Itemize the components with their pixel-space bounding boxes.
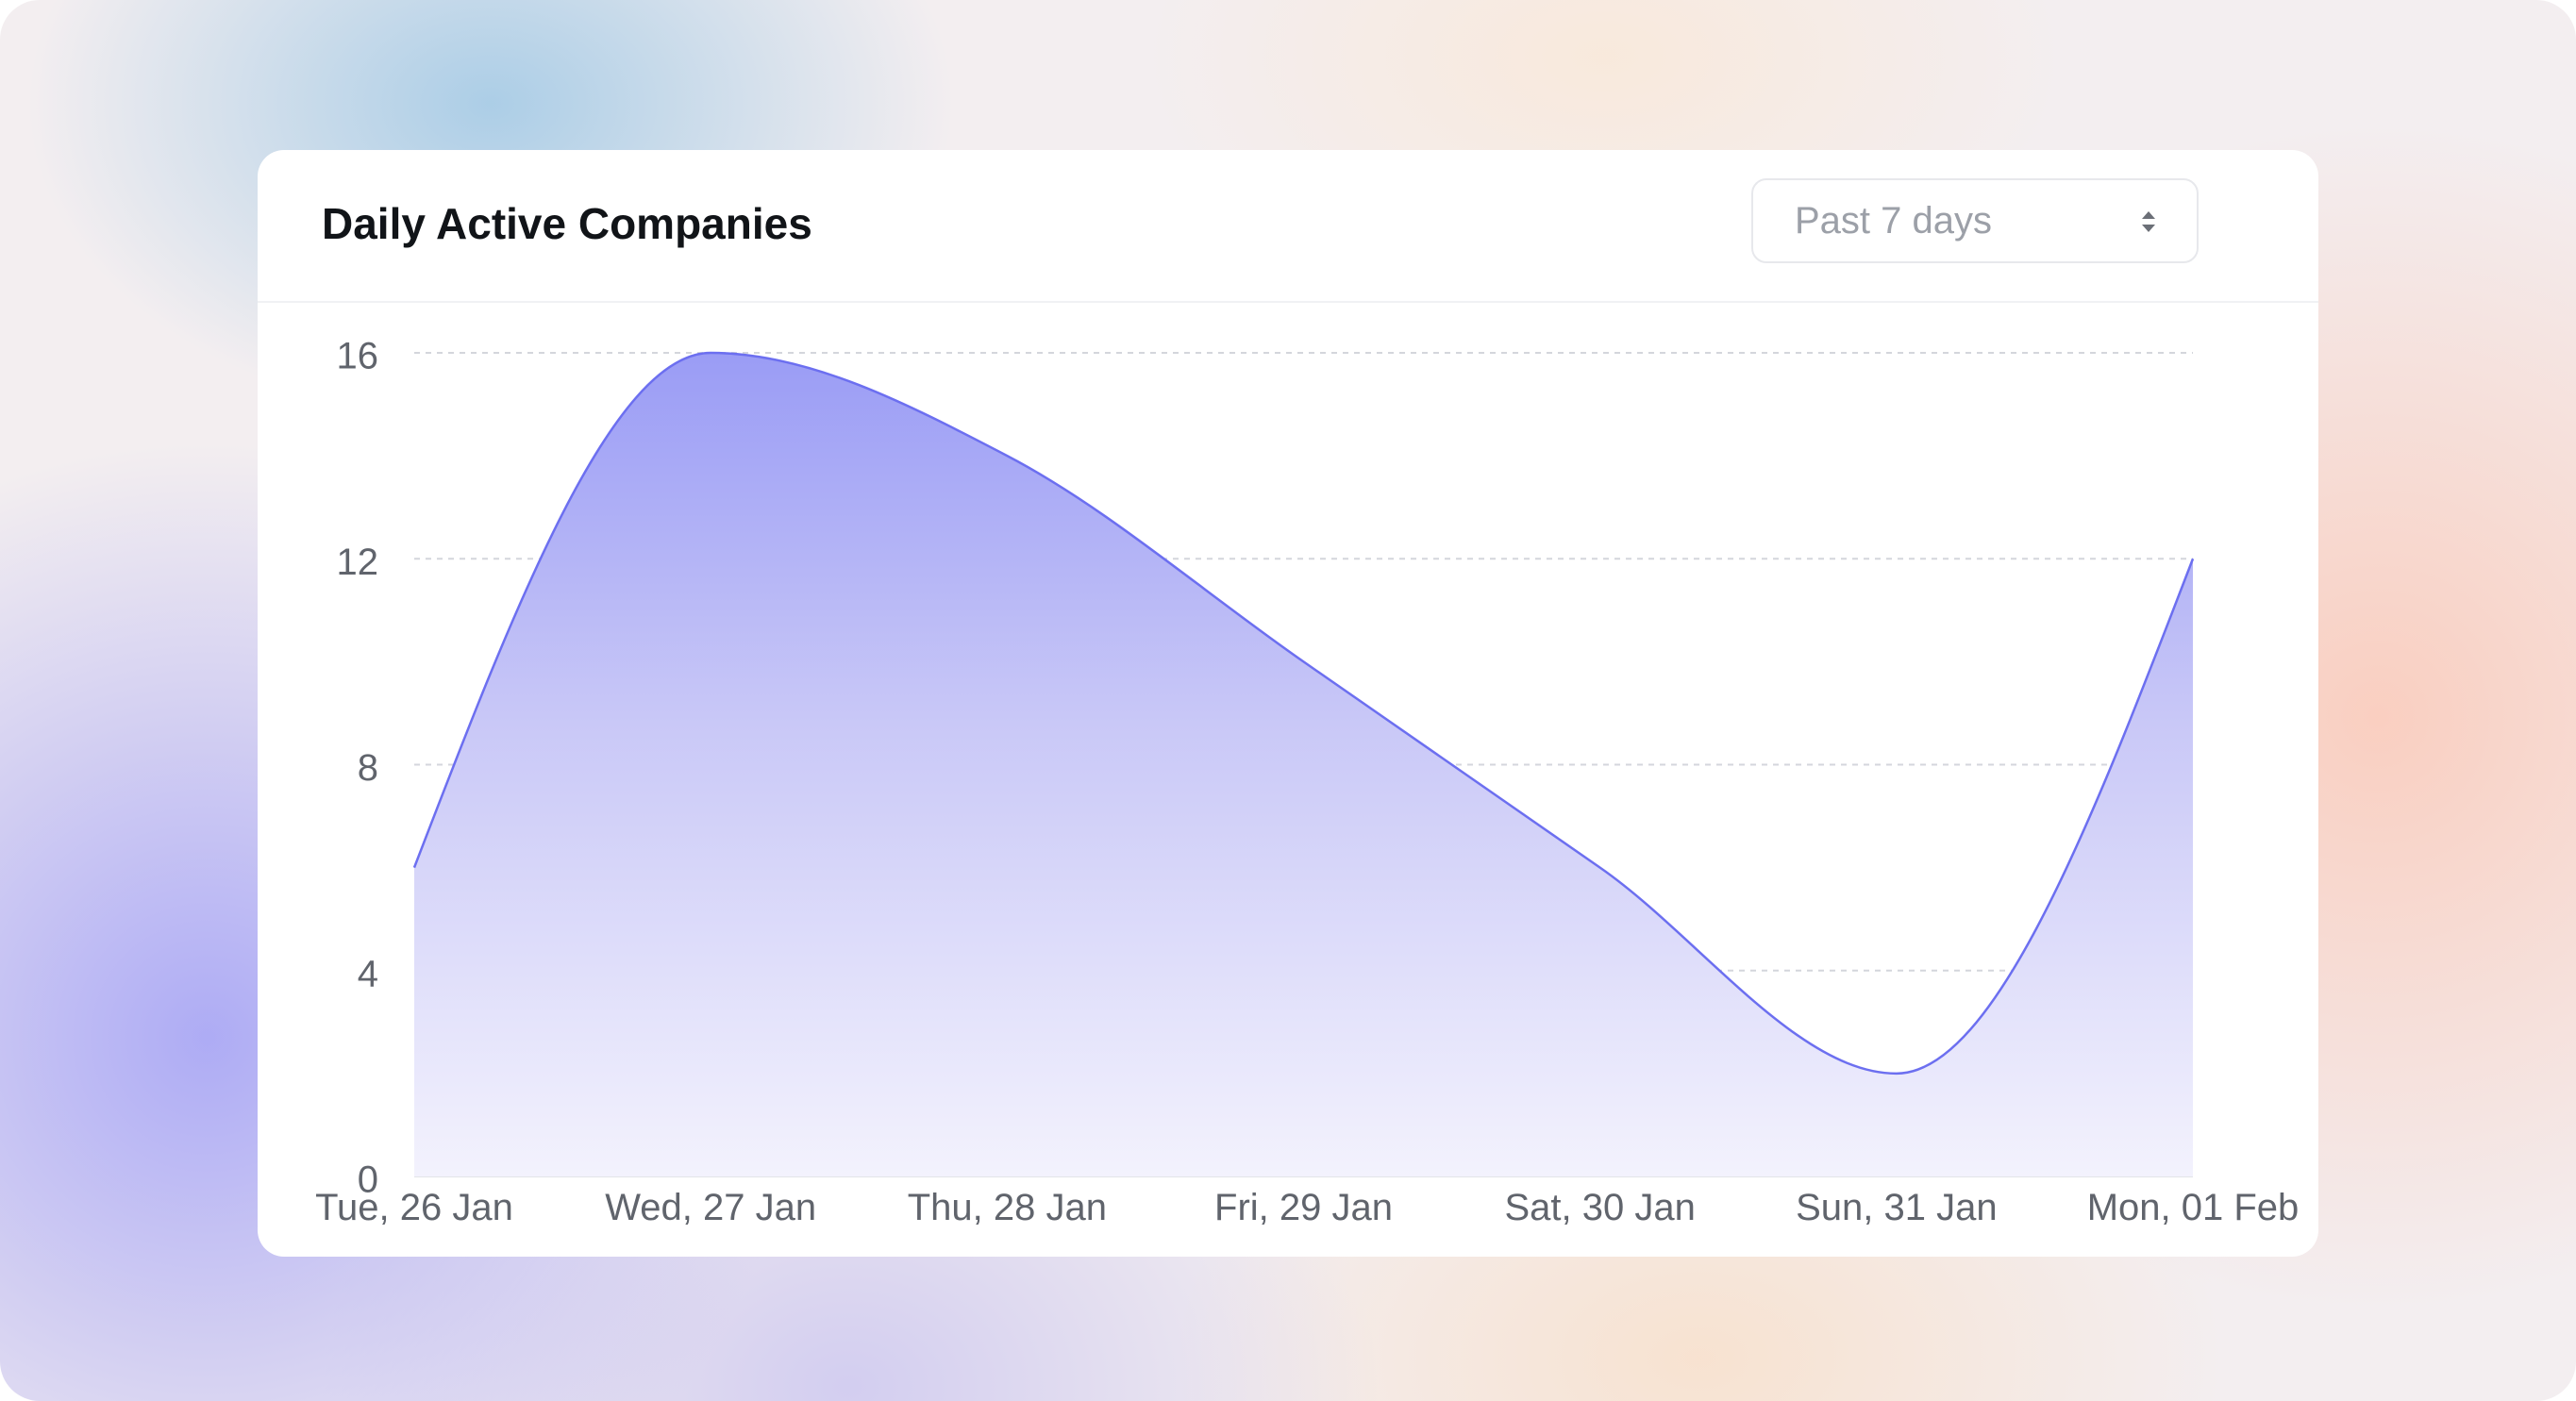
y-tick-label: 8: [358, 747, 378, 789]
x-tick-label: Fri, 29 Jan: [1214, 1187, 1393, 1228]
series-area: [412, 351, 2195, 1176]
date-range-select[interactable]: Past 7 days: [1751, 178, 2199, 263]
y-tick-label: 4: [358, 953, 378, 994]
y-axis-ticks: 0 4 8 12 16: [337, 336, 379, 1201]
x-tick-label: Tue, 26 Jan: [315, 1187, 513, 1228]
date-range-value: Past 7 days: [1795, 200, 1993, 242]
y-tick-label: 12: [337, 542, 379, 583]
chart-title: Daily Active Companies: [322, 199, 812, 248]
chart-card: Daily Active Companies Past 7 days 0 4 8 12…: [258, 150, 2318, 1257]
series-line: [412, 351, 2195, 1076]
x-tick-label: Mon, 01 Feb: [2087, 1187, 2300, 1228]
x-tick-label: Sat, 30 Jan: [1504, 1187, 1695, 1228]
x-tick-label: Wed, 27 Jan: [605, 1187, 816, 1228]
chevron-up-down-icon: [2142, 211, 2155, 232]
card-header: Daily Active Companies Past 7 days: [258, 150, 2318, 303]
area-chart: 0 4 8 12 16 Tue, 26 Jan Wed, 27 Jan Thu, 28 Ja…: [315, 336, 2299, 1228]
y-tick-label: 16: [337, 336, 379, 377]
x-axis-ticks: Tue, 26 Jan Wed, 27 Jan Thu, 28 Jan Fri, 29…: [315, 1187, 2299, 1228]
x-tick-label: Sun, 31 Jan: [1796, 1187, 1998, 1228]
y-tick-label: 0: [358, 1159, 378, 1201]
series-area-fill: [414, 353, 2193, 1176]
x-tick-label: Thu, 28 Jan: [908, 1187, 1107, 1228]
